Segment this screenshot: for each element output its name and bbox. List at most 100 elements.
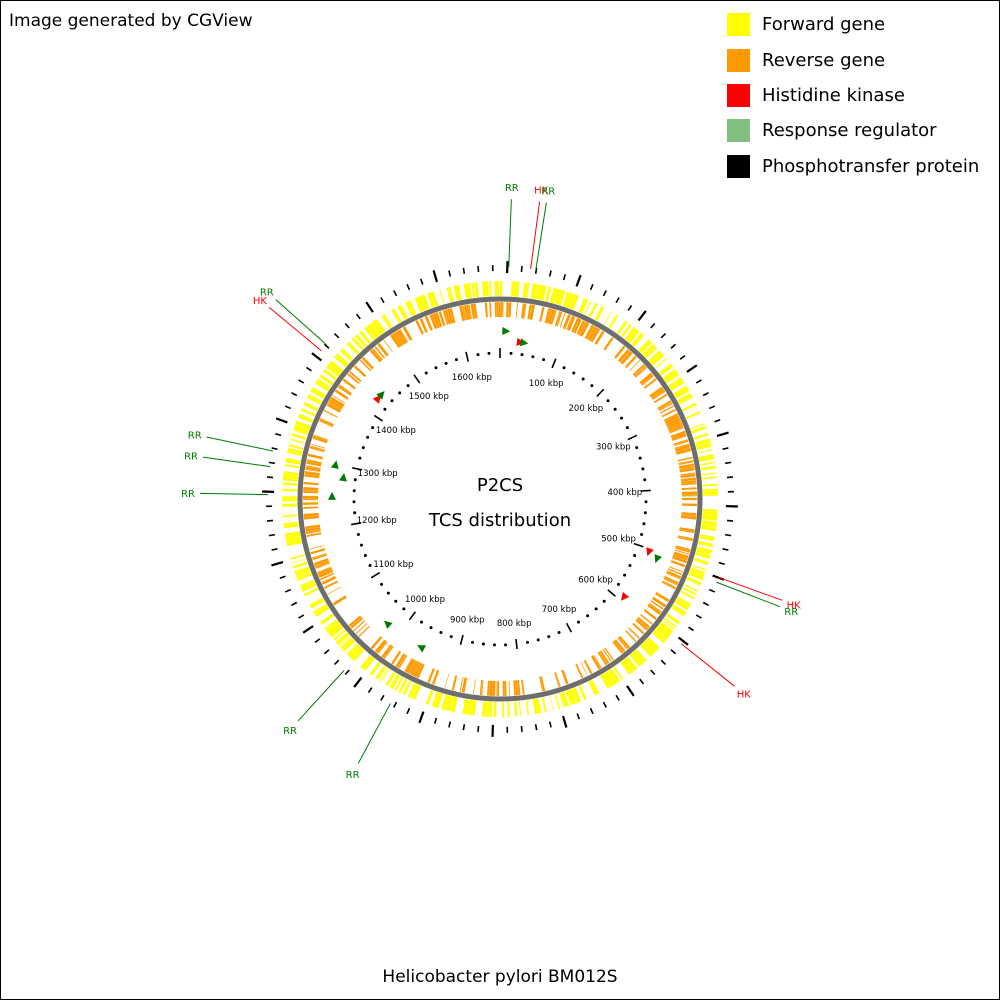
forward-gene: [293, 425, 310, 433]
reverse-gene: [663, 413, 679, 422]
scale-minor-tick: [520, 353, 524, 357]
reverse-gene: [479, 680, 483, 696]
reverse-gene: [412, 662, 421, 677]
reverse-gene: [670, 430, 686, 439]
reverse-gene: [461, 305, 466, 321]
reverse-gene: [359, 359, 372, 372]
phosphotransfer-tick: [602, 701, 607, 708]
reverse-gene: [419, 318, 428, 333]
reverse-gene: [323, 580, 338, 589]
reverse-gene: [486, 680, 490, 696]
forward-gene: [572, 688, 579, 703]
forward-gene: [626, 328, 638, 342]
phosphotransfer-tick: [708, 405, 716, 410]
reverse-gene: [492, 680, 496, 696]
reverse-gene: [653, 393, 668, 404]
reverse-gene: [397, 654, 407, 669]
forward-gene: [695, 438, 711, 445]
forward-gene: [286, 538, 302, 544]
forward-gene: [284, 531, 301, 537]
phosphotransfer-tick: [344, 322, 350, 329]
forward-gene: [453, 285, 460, 301]
phosphotransfer-tick: [433, 717, 438, 724]
forward-gene: [629, 654, 641, 667]
feature-callout-line: [275, 299, 327, 346]
forward-gene: [282, 499, 298, 502]
reverse-gene: [587, 325, 596, 340]
forward-gene: [573, 687, 582, 703]
reverse-gene: [464, 304, 470, 321]
forward-gene: [532, 698, 539, 715]
forward-gene: [628, 330, 640, 344]
reverse-gene: [435, 312, 443, 328]
forward-gene: [485, 281, 489, 297]
reverse-gene: [459, 677, 464, 692]
reverse-gene: [459, 305, 465, 321]
forward-gene: [690, 567, 706, 575]
forward-gene: [702, 491, 718, 495]
forward-gene: [397, 305, 407, 320]
phosphotransfer-tick: [344, 669, 350, 676]
scale-label: 1500 kbp: [409, 392, 449, 402]
forward-gene: [691, 425, 707, 434]
legend-swatch-reverse-gene: [727, 48, 750, 72]
forward-gene: [686, 579, 701, 586]
scale-major-tick: [352, 467, 363, 471]
forward-gene: [702, 483, 718, 487]
reverse-gene: [494, 302, 497, 318]
forward-gene: [683, 584, 698, 592]
forward-gene: [698, 540, 714, 547]
reverse-gene: [668, 424, 684, 433]
forward-gene: [689, 569, 705, 577]
forward-gene: [537, 284, 544, 301]
forward-gene: [607, 670, 618, 684]
reverse-gene: [431, 669, 440, 685]
phosphotransfer-tick: [432, 270, 439, 283]
reverse-gene: [383, 645, 394, 659]
forward-gene: [535, 698, 542, 714]
forward-gene: [425, 689, 434, 705]
forward-gene: [300, 580, 316, 590]
reverse-gene: [556, 311, 563, 327]
forward-gene: [340, 637, 354, 650]
scale-minor-tick: [371, 426, 375, 430]
reverse-gene: [307, 453, 323, 460]
forward-gene: [594, 306, 605, 321]
scale-minor-tick: [439, 631, 443, 635]
phosphotransfer-tick: [576, 713, 581, 720]
forward-gene: [559, 290, 566, 306]
forward-gene: [689, 570, 704, 578]
forward-gene: [329, 625, 344, 638]
response-regulator-marker: [417, 645, 427, 653]
scale-major-tick: [565, 622, 573, 633]
phosphotransfer-tick: [333, 659, 340, 666]
histidine-kinase-marker: [646, 547, 654, 557]
forward-gene: [655, 627, 670, 640]
feature-callout-label: RR: [505, 183, 519, 194]
forward-gene: [510, 281, 515, 297]
forward-gene: [700, 526, 717, 532]
scale-major-tick: [607, 589, 616, 597]
reverse-gene: [671, 433, 687, 441]
phosphotransfer-tick: [708, 588, 716, 593]
forward-gene: [404, 302, 413, 317]
forward-gene: [409, 683, 418, 699]
forward-gene: [364, 326, 376, 341]
reverse-gene: [407, 659, 416, 674]
forward-gene: [562, 291, 570, 307]
reverse-gene: [660, 405, 674, 414]
reverse-gene: [679, 465, 695, 470]
forward-gene: [354, 334, 368, 348]
reverse-gene: [637, 616, 651, 629]
legend-item-response-regulator: Response regulator: [727, 113, 979, 148]
reverse-gene: [313, 434, 328, 441]
phosphotransfer-tick: [291, 601, 298, 606]
scale-minor-tick: [557, 631, 561, 635]
legend-label-histidine-kinase: Histidine kinase: [762, 84, 905, 106]
forward-gene: [541, 697, 547, 713]
forward-gene: [481, 701, 487, 717]
forward-gene: [632, 652, 643, 665]
scale-minor-tick: [633, 554, 637, 558]
reverse-gene: [334, 389, 349, 400]
